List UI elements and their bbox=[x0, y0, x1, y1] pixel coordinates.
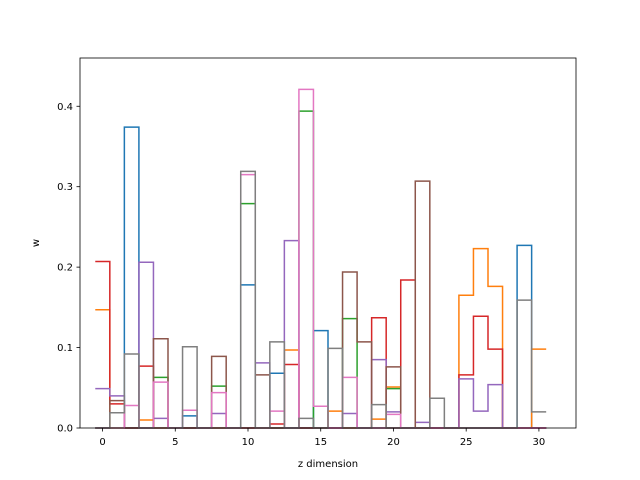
x-tick-label: 10 bbox=[242, 437, 255, 448]
y-tick-label: 0.1 bbox=[57, 343, 73, 354]
y-tick-label: 0.0 bbox=[57, 424, 73, 435]
x-tick-label: 0 bbox=[99, 437, 105, 448]
plot-frame bbox=[79, 57, 577, 429]
x-axis-ticks: 0 5 10 15 20 25 30 bbox=[99, 428, 545, 448]
x-tick-label: 15 bbox=[314, 437, 327, 448]
y-axis-ticks: 0.0 0.1 0.2 0.3 0.4 bbox=[57, 102, 80, 435]
x-tick-label: 30 bbox=[533, 437, 546, 448]
y-tick-label: 0.4 bbox=[57, 102, 73, 113]
x-axis-label: z dimension bbox=[298, 459, 358, 470]
y-tick-label: 0.2 bbox=[57, 263, 73, 274]
y-tick-label: 0.3 bbox=[57, 182, 73, 193]
x-tick-label: 25 bbox=[460, 437, 473, 448]
y-axis-label: w bbox=[31, 239, 42, 247]
x-tick-label: 5 bbox=[172, 437, 178, 448]
x-tick-label: 20 bbox=[387, 437, 400, 448]
